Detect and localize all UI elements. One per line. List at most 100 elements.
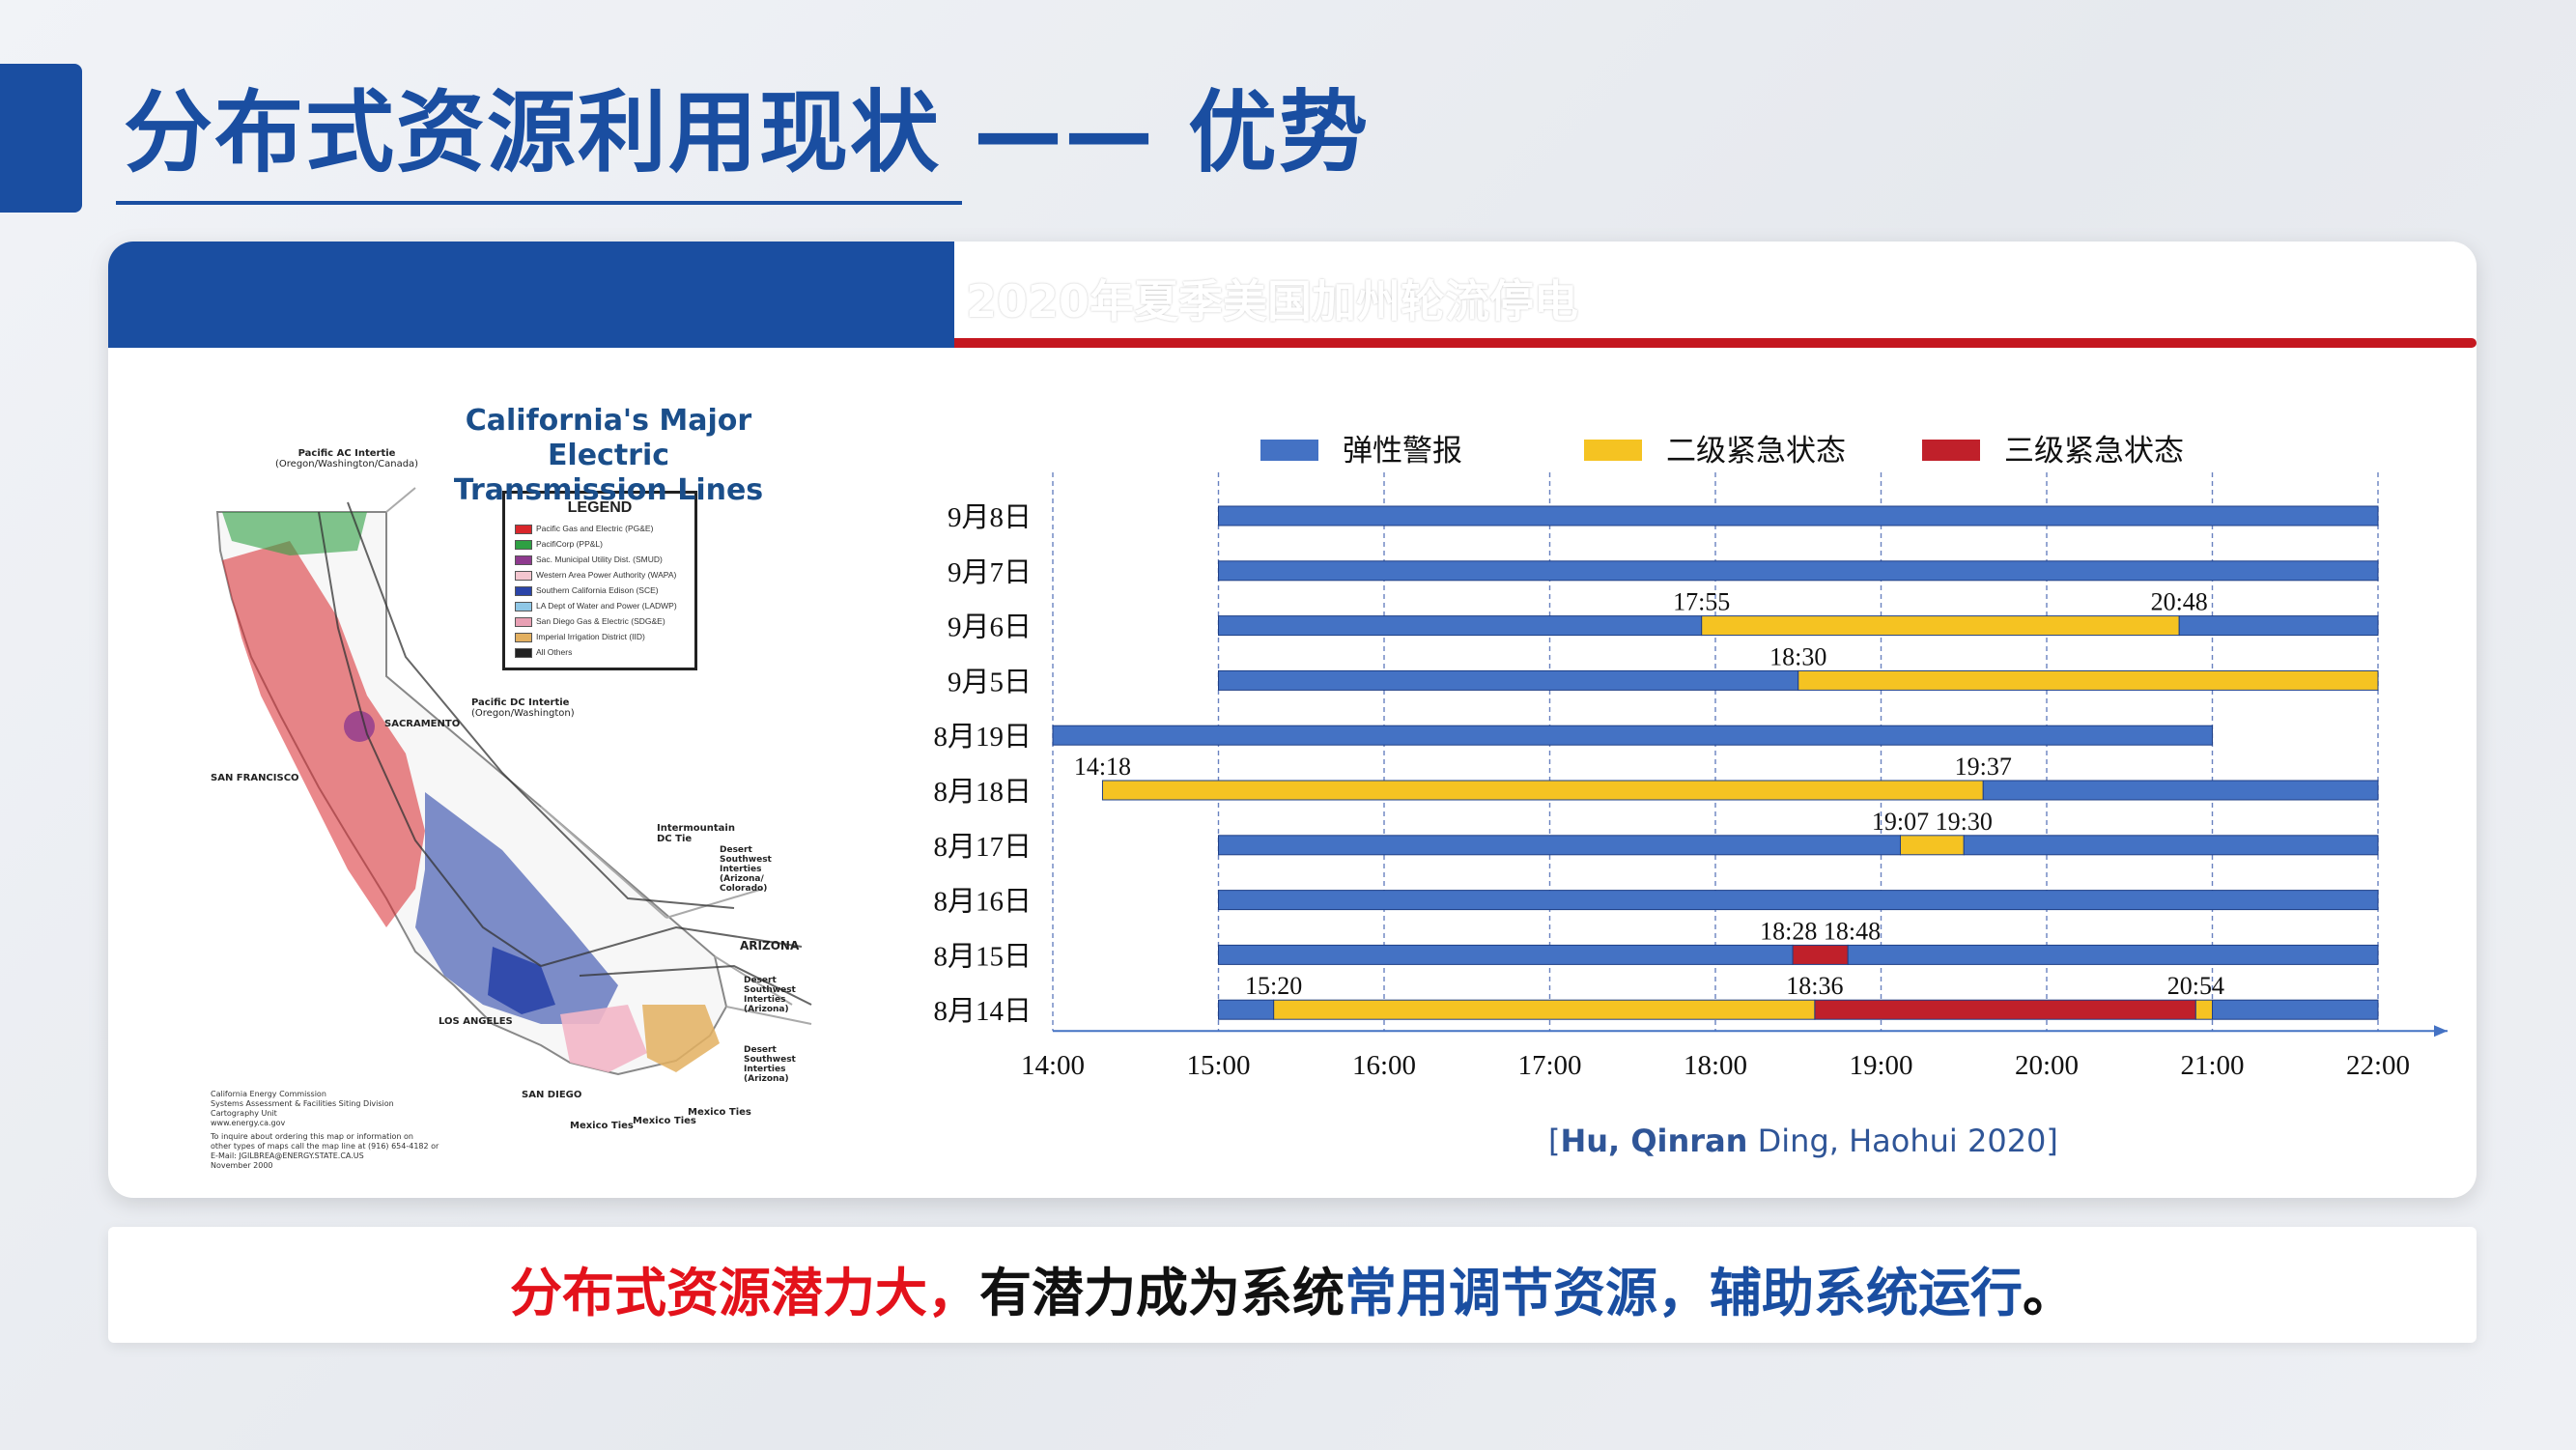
map-credit-line4: www.energy.ca.gov bbox=[211, 1119, 286, 1127]
summary-banner: 分布式资源潜力大，有潜力成为系统常用调节资源，辅助系统运行。 bbox=[108, 1227, 2477, 1343]
legend-label: 二级紧急状态 bbox=[1666, 434, 1846, 468]
row-label: 8月16日 bbox=[933, 887, 1032, 918]
label-desert-1: Desert Southwest Interties (Arizona/ Col… bbox=[720, 845, 772, 894]
x-tick-label: 15:00 bbox=[1186, 1050, 1250, 1081]
gantt-bar bbox=[1273, 999, 1816, 1020]
label-pacific-ac: Pacific AC Intertie (Oregon/Washington/C… bbox=[275, 448, 418, 469]
gantt-bar bbox=[1218, 560, 2379, 582]
map-legend-label: Western Area Power Authority (WAPA) bbox=[536, 570, 677, 580]
legend-label: 三级紧急状态 bbox=[2004, 434, 2184, 468]
map-legend-label: Imperial Irrigation District (IID) bbox=[536, 632, 645, 641]
label-mexico-3: Mexico Ties bbox=[688, 1107, 751, 1118]
gantt-bar bbox=[2212, 999, 2379, 1020]
label-intermountain: Intermountain DC Tie bbox=[657, 823, 735, 844]
map-legend-label: PacifiCorp (PP&L) bbox=[536, 539, 603, 549]
citation-open: [ bbox=[1548, 1123, 1561, 1159]
gantt-bar bbox=[1218, 944, 1794, 965]
card-header-blue-tab bbox=[108, 242, 954, 344]
sce-region bbox=[415, 792, 618, 1024]
row-label: 8月18日 bbox=[933, 777, 1032, 808]
gantt-bar bbox=[1218, 835, 1902, 856]
map-legend-item: Imperial Irrigation District (IID) bbox=[515, 629, 694, 644]
summary-part-end: 。 bbox=[2023, 1263, 2075, 1323]
x-tick-label: 17:00 bbox=[1517, 1050, 1581, 1081]
map-legend-item: All Others bbox=[515, 644, 694, 660]
title-accent-block bbox=[0, 64, 82, 213]
label-los-angeles: LOS ANGELES bbox=[439, 1016, 513, 1027]
map-legend-swatch bbox=[515, 616, 532, 627]
map-credit: California Energy Commission Systems Ass… bbox=[211, 1090, 394, 1128]
gantt-bar bbox=[2178, 615, 2379, 637]
x-axis-arrow-icon bbox=[2434, 1025, 2448, 1038]
map-legend-item: Southern California Edison (SCE) bbox=[515, 583, 694, 598]
map-order-line1: To inquire about ordering this map or in… bbox=[211, 1132, 413, 1141]
gantt-bar bbox=[2194, 999, 2214, 1020]
map-legend-swatch bbox=[515, 539, 532, 550]
row-label: 9月7日 bbox=[948, 557, 1032, 588]
row-label: 8月17日 bbox=[933, 832, 1032, 863]
map-legend-item: LA Dept of Water and Power (LADWP) bbox=[515, 598, 694, 613]
map-legend-list: Pacific Gas and Electric (PG&E) PacifiCor… bbox=[515, 521, 694, 660]
row-label: 8月14日 bbox=[933, 996, 1032, 1027]
summary-part-blue: 常用调节资源，辅助系统运行 bbox=[1345, 1263, 2023, 1323]
map-credit-line1: California Energy Commission bbox=[211, 1090, 326, 1098]
map-legend-swatch bbox=[515, 570, 532, 581]
map-legend-item: Sac. Municipal Utility Dist. (SMUD) bbox=[515, 552, 694, 567]
sdge-region bbox=[560, 1005, 647, 1072]
citation: [Hu, Qinran Ding, Haohui 2020] bbox=[1548, 1123, 2058, 1159]
legend-title: LEGEND bbox=[567, 499, 633, 516]
map-legend-label: All Others bbox=[536, 647, 573, 657]
map-title-line1: California's Major Electric bbox=[465, 404, 752, 472]
gantt-bar bbox=[1900, 835, 1965, 856]
map-legend-label: Sac. Municipal Utility Dist. (SMUD) bbox=[536, 554, 663, 564]
iid-region bbox=[642, 1005, 720, 1072]
title-underline bbox=[116, 201, 962, 205]
x-tick-label: 22:00 bbox=[2346, 1050, 2410, 1081]
map-legend-label: Southern California Edison (SCE) bbox=[536, 585, 659, 595]
time-annotation: 18:28 18:48 bbox=[1760, 917, 1881, 945]
summary-part-red: 分布式资源潜力大， bbox=[510, 1263, 979, 1323]
x-tick-label: 18:00 bbox=[1684, 1050, 1747, 1081]
card-header-red-rule bbox=[108, 338, 2477, 348]
pge-region bbox=[222, 541, 425, 927]
time-annotation: 19:37 bbox=[1955, 753, 2012, 781]
map-legend-label: LA Dept of Water and Power (LADWP) bbox=[536, 601, 677, 611]
map-order-line2: other types of maps call the map line at… bbox=[211, 1142, 439, 1151]
label-mexico-2: Mexico Ties bbox=[633, 1116, 696, 1126]
map-legend-item: Pacific Gas and Electric (PG&E) bbox=[515, 521, 694, 536]
california-transmission-map: LEGEND Pacific Gas and Electric (PG&E)Pa… bbox=[215, 487, 812, 1076]
label-desert-2: Desert Southwest Interties (Arizona) bbox=[744, 976, 796, 1014]
time-annotation: 17:55 bbox=[1673, 588, 1730, 616]
gantt-bar bbox=[1218, 999, 1275, 1020]
map-legend-item: Western Area Power Authority (WAPA) bbox=[515, 567, 694, 583]
time-annotation: 20:54 bbox=[2167, 972, 2224, 1000]
card-header: 2020年夏季美国加州轮流停电 bbox=[108, 242, 2477, 348]
gantt-bar bbox=[1218, 615, 1703, 637]
map-legend-item: San Diego Gas & Electric (SDG&E) bbox=[515, 613, 694, 629]
content-card: 2020年夏季美国加州轮流停电 bbox=[108, 242, 2477, 1198]
gantt-bar bbox=[1792, 944, 1849, 965]
card-header-blue-rule bbox=[108, 338, 954, 348]
citation-rest: Ding, Haohui 2020] bbox=[1747, 1123, 2058, 1159]
map-legend-swatch bbox=[515, 585, 532, 596]
pacificorp-region bbox=[222, 512, 367, 555]
map-legend-swatch bbox=[515, 601, 532, 611]
x-tick-label: 14:00 bbox=[1021, 1050, 1085, 1081]
label-intermountain-sub: DC Tie bbox=[657, 834, 693, 844]
map-title: California's Major Electric Transmission… bbox=[406, 404, 811, 508]
legend-label: 弹性警报 bbox=[1343, 434, 1462, 468]
row-label: 9月5日 bbox=[948, 667, 1032, 697]
summary-text: 分布式资源潜力大，有潜力成为系统常用调节资源，辅助系统运行。 bbox=[108, 1250, 2477, 1326]
label-sacramento: SACRAMENTO bbox=[384, 719, 461, 729]
label-desert-3: Desert Southwest Interties (Arizona) bbox=[744, 1045, 796, 1084]
legend-swatch bbox=[1922, 440, 1980, 461]
label-arizona: ARIZONA bbox=[740, 939, 800, 952]
gantt-bar bbox=[1982, 780, 2379, 801]
time-annotation: 19:07 bbox=[1872, 808, 1929, 836]
map-legend-swatch bbox=[515, 554, 532, 565]
label-pacific-dc-title: Pacific DC Intertie bbox=[471, 697, 570, 708]
map-order-line3: E-Mail: JGILBREA@ENERGY.STATE.CA.US bbox=[211, 1151, 364, 1160]
label-mexico-1: Mexico Ties bbox=[570, 1121, 634, 1131]
gantt-bar bbox=[1052, 725, 2213, 746]
x-tick-label: 20:00 bbox=[2015, 1050, 2079, 1081]
